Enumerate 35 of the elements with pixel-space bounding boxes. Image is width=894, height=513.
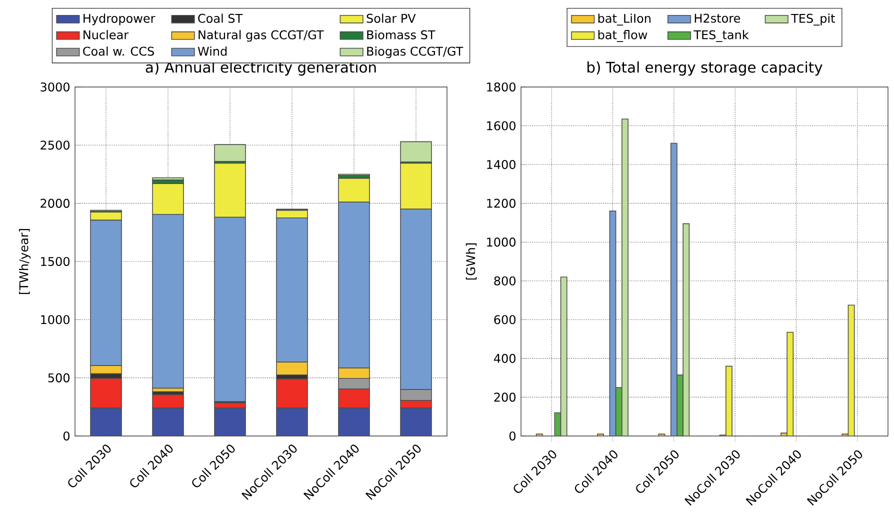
legend-label: Coal ST bbox=[198, 14, 243, 23]
chart-title: a) Annual electricity generation bbox=[146, 61, 376, 76]
legend-label: bat_LiIon bbox=[598, 14, 650, 26]
y-tick-label: 1000 bbox=[41, 315, 70, 324]
legend-label: Hydropower bbox=[84, 14, 156, 26]
y-tick-label: 2000 bbox=[40, 198, 70, 208]
legend-label: H2store bbox=[694, 14, 740, 23]
y-tick-label: 1500 bbox=[41, 257, 70, 266]
legend-label: Biogas CCGT/GT bbox=[367, 46, 464, 58]
y-tick-label: 1600 bbox=[487, 121, 516, 130]
y-axis-title: [GWh] bbox=[466, 244, 477, 280]
legend-label: Wind bbox=[198, 46, 227, 56]
y-tick-label: 0 bbox=[63, 432, 70, 441]
legend-label: Natural gas CCGT/GT bbox=[198, 30, 324, 42]
y-tick-label: 3000 bbox=[40, 82, 70, 92]
y-tick-label: 500 bbox=[48, 373, 70, 382]
legend-label: Solar PV bbox=[366, 14, 416, 23]
y-tick-label: 200 bbox=[494, 392, 516, 402]
y-tick-label: 1800 bbox=[487, 82, 516, 92]
legend-label: bat_flow bbox=[598, 30, 648, 42]
y-tick-label: 600 bbox=[494, 315, 516, 324]
y-tick-label: 400 bbox=[494, 354, 516, 364]
legend-label: Nuclear bbox=[84, 30, 129, 40]
y-tick-label: 2500 bbox=[40, 140, 70, 150]
legend-label: TES_pit bbox=[791, 14, 835, 26]
legend-label: TES_tank bbox=[694, 30, 749, 42]
y-tick-label: 1200 bbox=[487, 198, 516, 208]
y-tick-label: 0 bbox=[509, 432, 516, 441]
legend-label: Coal w. CCS bbox=[83, 46, 154, 56]
y-tick-label: 1000 bbox=[487, 238, 516, 247]
y-tick-label: 800 bbox=[494, 276, 516, 286]
legend-label: Biomass ST bbox=[367, 30, 436, 40]
y-axis-title: [TWh/year] bbox=[18, 229, 31, 294]
chart-title: b) Total energy storage capacity bbox=[587, 61, 822, 76]
y-tick-label: 1400 bbox=[487, 160, 516, 170]
